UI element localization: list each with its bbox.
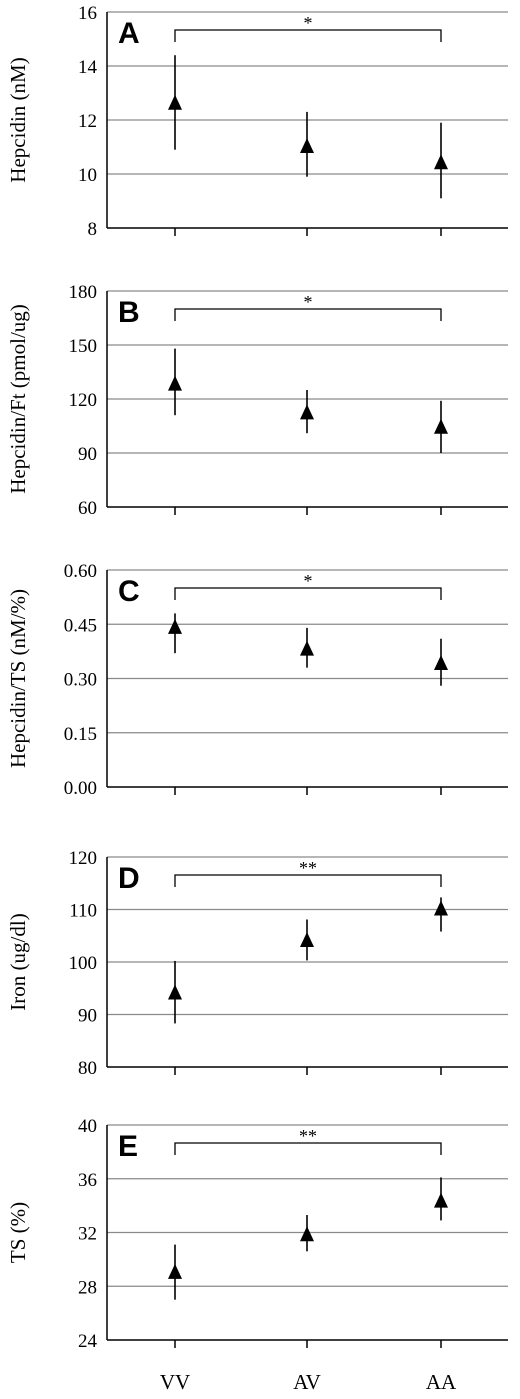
panel-e-ytick-label: 24	[78, 1331, 98, 1352]
panel-d-point-av	[300, 932, 314, 947]
panel-a-ytick-label: 14	[78, 57, 98, 78]
panel-a-letter: A	[118, 17, 140, 50]
panel-a-point-aa	[434, 154, 448, 170]
panel-d-point-vv	[168, 984, 182, 1000]
panel-a-significance-label: *	[304, 13, 313, 33]
panel-c-point-vv	[168, 618, 182, 634]
panel-b-point-aa	[434, 418, 448, 434]
panel-e-significance-label: **	[299, 1126, 317, 1146]
panel-e-letter: E	[118, 1130, 138, 1163]
panel-b-ytick-label: 120	[69, 390, 98, 411]
panel-c-ytick-label: 0.45	[64, 615, 97, 636]
x-category-label: AV	[293, 1370, 321, 1394]
panel-c-significance-label: *	[304, 571, 313, 591]
panel-d-ytick-label: 100	[69, 953, 98, 974]
panel-b-ylabel: Hepcidin/Ft (pmol/ug)	[6, 304, 30, 494]
panel-b-significance-bracket	[174, 308, 442, 321]
panel-a-ytick-label: 12	[78, 111, 97, 132]
panel-c-ytick-label: 0.00	[64, 778, 97, 799]
panel-d-ylabel: Iron (ug/dl)	[6, 913, 30, 1010]
panel-b-ytick-label: 180	[69, 282, 98, 303]
panel-a-point-av	[300, 138, 314, 153]
panel-c-ytick-label: 0.60	[64, 561, 97, 582]
panel-a-ytick-label: 16	[78, 3, 97, 24]
panel-b-significance-label: *	[304, 292, 313, 312]
panel-e-ytick-label: 28	[78, 1277, 97, 1298]
panel-e-point-av	[300, 1226, 314, 1242]
panel-a-significance-bracket	[174, 29, 442, 42]
panel-e-ylabel: TS (%)	[6, 1202, 30, 1263]
panel-c-ytick-label: 0.30	[64, 670, 97, 691]
panel-b-ytick-label: 150	[69, 336, 98, 357]
panel-b-letter: B	[118, 296, 140, 329]
panel-b-ytick-label: 60	[78, 498, 97, 519]
panel-c-significance-bracket	[174, 587, 442, 600]
panel-e-ytick-label: 36	[78, 1170, 97, 1191]
panel-b-point-vv	[168, 375, 182, 391]
panel-c-point-aa	[434, 655, 448, 671]
panel-e-point-vv	[168, 1263, 182, 1279]
panel-a-ytick-label: 8	[88, 219, 98, 240]
panel-d-ytick-label: 90	[78, 1006, 97, 1027]
panel-d-letter: D	[118, 862, 140, 895]
panel-a-ylabel: Hepcidin (nM)	[6, 57, 30, 182]
panel-a-ytick-label: 10	[78, 165, 97, 186]
panel-d-ytick-label: 110	[69, 901, 97, 922]
panel-e-point-aa	[434, 1192, 448, 1208]
panel-a-point-vv	[168, 94, 182, 110]
x-category-label: VV	[160, 1370, 190, 1394]
panel-d-point-aa	[434, 900, 448, 916]
panel-b-point-av	[300, 404, 314, 420]
panel-d-significance-label: **	[299, 858, 317, 878]
panel-e-significance-bracket	[174, 1142, 442, 1155]
panel-d-significance-bracket	[174, 874, 442, 887]
panel-c-letter: C	[118, 575, 140, 608]
panel-e-ytick-label: 40	[78, 1116, 97, 1137]
panel-e-ytick-label: 32	[78, 1224, 97, 1245]
x-category-label: AA	[426, 1370, 457, 1394]
panel-d-ytick-label: 120	[69, 848, 98, 869]
panel-c-ylabel: Hepcidin/TS (nM/%)	[6, 589, 30, 768]
panel-c-point-av	[300, 640, 314, 656]
panel-b-ytick-label: 90	[78, 444, 97, 465]
panel-c-ytick-label: 0.15	[64, 724, 97, 745]
panel-d-ytick-label: 80	[78, 1058, 97, 1079]
